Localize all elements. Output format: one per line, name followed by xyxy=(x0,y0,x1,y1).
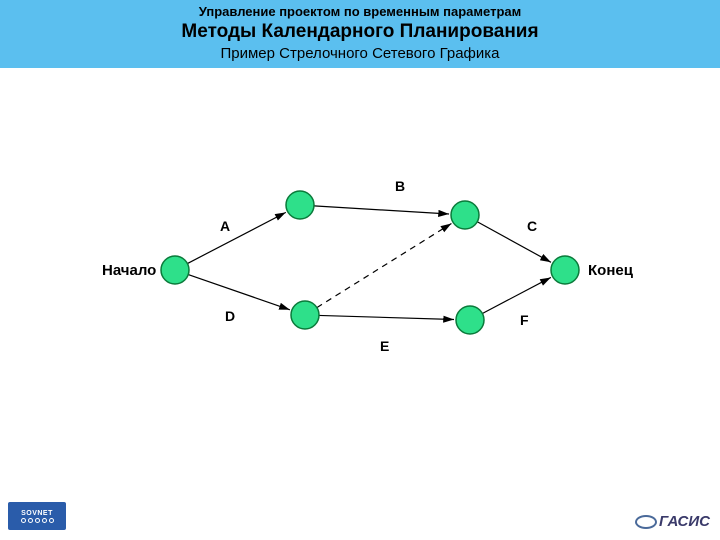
edge xyxy=(314,206,449,214)
sovnet-rings xyxy=(21,518,54,523)
edge-label-A: A xyxy=(220,218,230,234)
node-label-end: Конец xyxy=(588,262,633,279)
gasis-text: ГАСИС xyxy=(659,513,710,530)
gasis-oval-icon xyxy=(635,515,657,529)
node-label-start: Начало xyxy=(102,262,156,279)
edge-label-E: E xyxy=(380,338,389,354)
edge-label-C: C xyxy=(527,218,537,234)
node-start xyxy=(161,256,189,284)
node-n4 xyxy=(456,306,484,334)
edge xyxy=(188,275,290,310)
sovnet-logo: SOVNET xyxy=(8,502,66,530)
edge xyxy=(477,222,551,263)
edge xyxy=(317,223,452,307)
edge xyxy=(187,212,285,263)
node-n3 xyxy=(451,201,479,229)
node-n1 xyxy=(286,191,314,219)
edge-label-D: D xyxy=(225,308,235,324)
gasis-logo: ГАСИС xyxy=(635,513,710,530)
node-end xyxy=(551,256,579,284)
edge xyxy=(319,315,454,319)
edge xyxy=(482,277,550,313)
edge-label-F: F xyxy=(520,312,529,328)
edge-label-B: B xyxy=(395,178,405,194)
sovnet-text: SOVNET xyxy=(21,510,53,517)
node-n2 xyxy=(291,301,319,329)
